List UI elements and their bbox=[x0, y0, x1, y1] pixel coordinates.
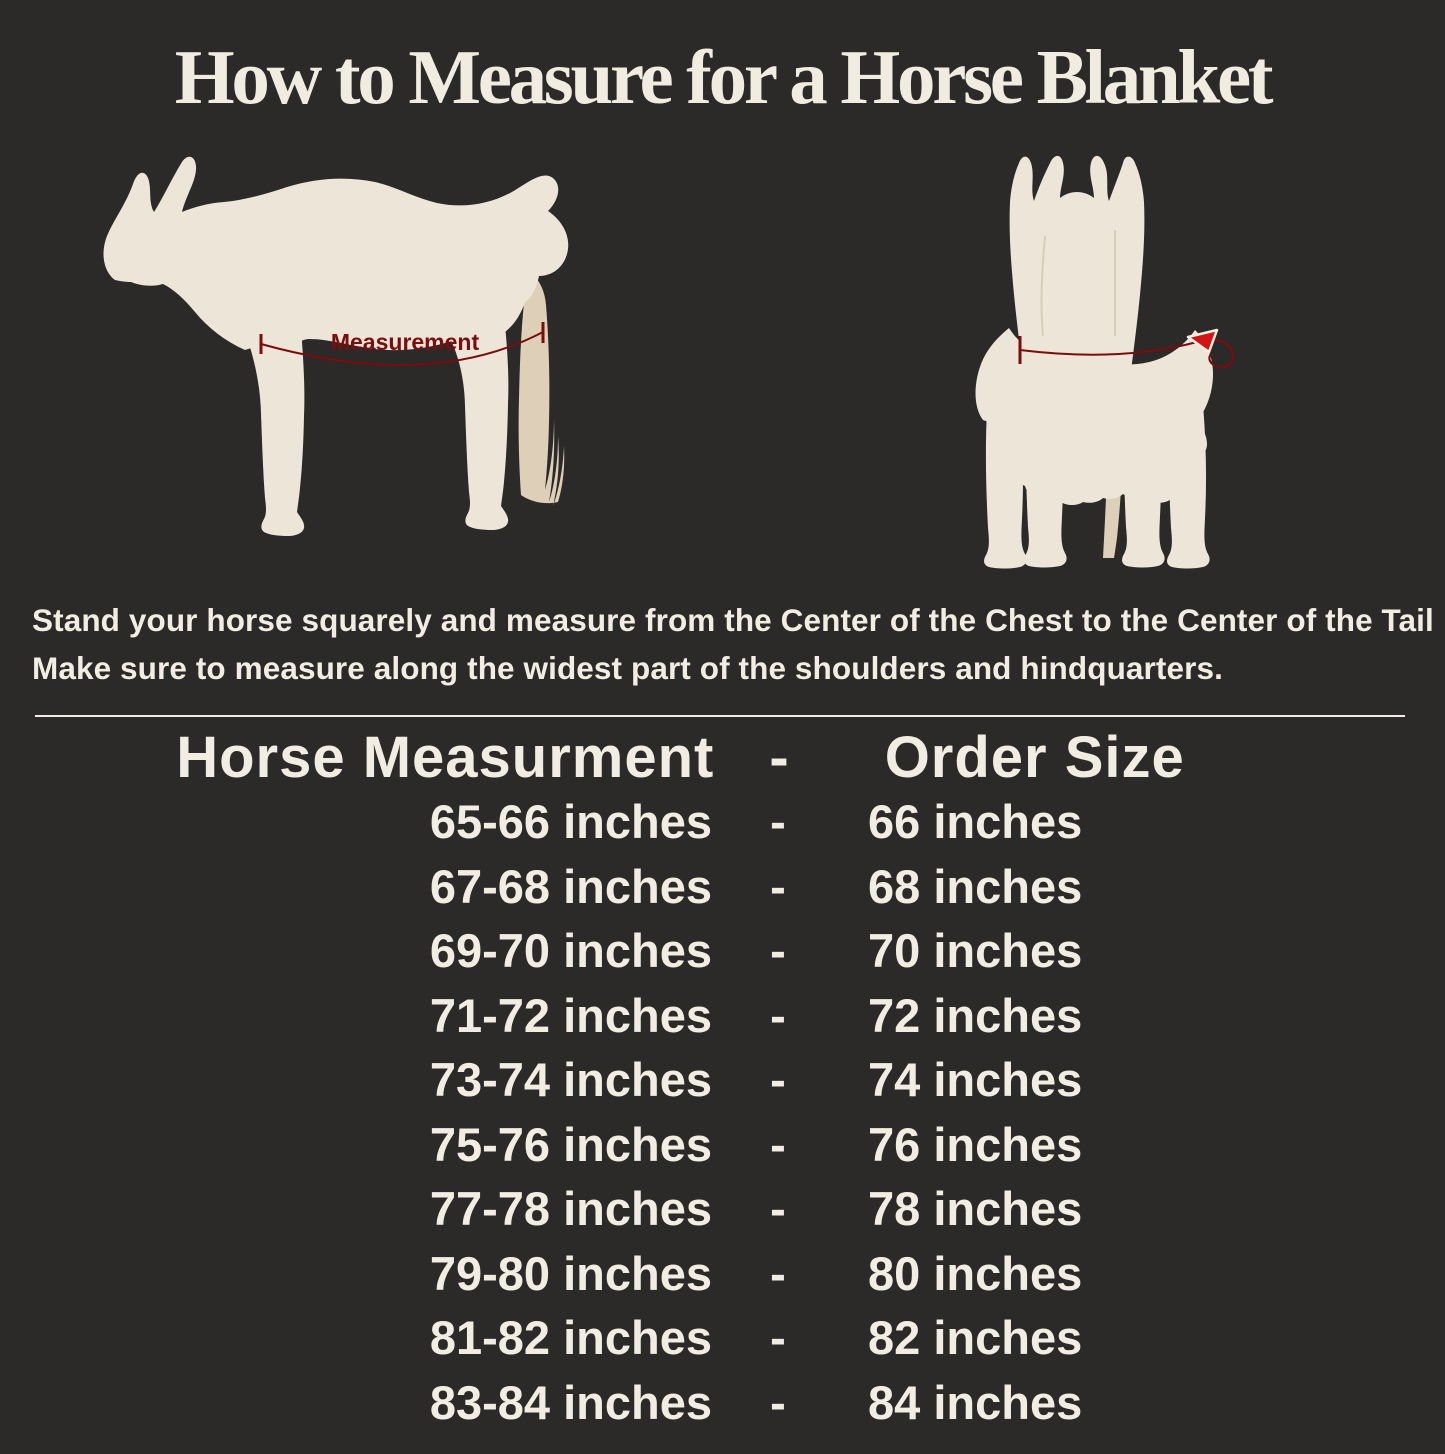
svg-text:Measurement: Measurement bbox=[331, 329, 480, 355]
